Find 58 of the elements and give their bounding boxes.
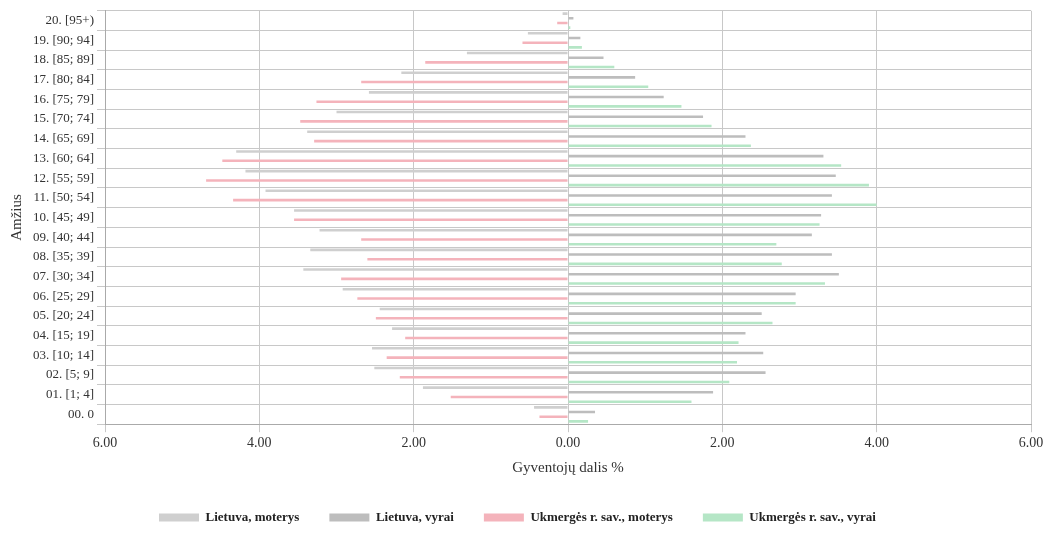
y-tick-label: 13. [60; 64]: [32, 149, 95, 165]
bar: [316, 100, 568, 104]
bar: [568, 164, 842, 167]
bar: [222, 159, 568, 163]
bar: [568, 144, 751, 148]
bar: [568, 46, 582, 49]
y-tick-label: 16. [75; 79]: [32, 90, 95, 106]
x-tick-label: 4.00: [864, 435, 889, 451]
legend-label: Lietuva, vyrai: [375, 508, 455, 524]
y-tick-label: 04. [15; 19]: [32, 327, 95, 343]
bar: [539, 415, 568, 418]
y-tick-label: 12. [55; 59]: [32, 169, 95, 185]
y-tick-label: 08. [35; 39]: [32, 248, 95, 264]
y-tick-label: 17. [80; 84]: [32, 71, 95, 87]
x-tick-label: 2.00: [710, 435, 735, 451]
y-axis-title: Amžius: [7, 194, 24, 241]
x-tick-label: 4.00: [247, 435, 272, 451]
bar: [300, 120, 568, 123]
bar: [568, 361, 737, 364]
y-tick-label: 19. [90; 94]: [32, 31, 95, 47]
bar: [399, 376, 568, 379]
legend-label: Lietuva, moterys: [205, 508, 300, 524]
y-tick-label: 10. [45; 49]: [32, 208, 95, 224]
y-tick-label: 15. [70; 74]: [32, 110, 95, 126]
bar: [361, 238, 568, 241]
bar: [375, 316, 568, 320]
bar: [568, 223, 820, 226]
bar: [357, 297, 568, 300]
bar: [568, 85, 649, 88]
y-tick-label: 14. [65; 69]: [32, 130, 95, 146]
y-tick-label: 07. [30; 34]: [32, 267, 95, 283]
y-tick-label: 01. [1; 4]: [45, 386, 95, 402]
x-tick-label: 2.00: [401, 435, 426, 451]
y-tick-label: 11. [50; 54]: [33, 189, 95, 205]
y-tick-label: 18. [85; 89]: [32, 51, 95, 67]
y-tick-label: 02. [5; 9]: [45, 366, 95, 382]
y-tick-label: 05. [20; 24]: [32, 307, 95, 323]
legend-label: Ukmergės r. sav., vyrai: [749, 508, 877, 524]
y-tick-label: 20. [95+): [45, 12, 95, 28]
y-tick-label: 00. 0: [68, 405, 95, 421]
bar: [206, 179, 568, 182]
y-tick-label: 06. [25; 29]: [32, 287, 95, 303]
legend-label: Ukmergės r. sav., moterys: [530, 508, 673, 524]
bar: [568, 301, 796, 305]
x-tick-label: 6.00: [1018, 435, 1044, 451]
bar: [568, 105, 682, 108]
y-tick-label: 09. [40; 44]: [32, 228, 95, 244]
x-tick-label: 0.00: [555, 435, 581, 451]
bar: [568, 400, 692, 403]
bar: [568, 282, 825, 285]
x-tick-label: 6.00: [92, 435, 118, 451]
y-tick-label: 03. [10; 14]: [32, 346, 95, 362]
bar: [386, 356, 568, 359]
bar: [522, 41, 568, 44]
x-axis-title: Gyventojų dalis %: [512, 458, 624, 475]
bar: [568, 420, 589, 423]
bar: [568, 341, 739, 344]
bar: [425, 61, 568, 64]
